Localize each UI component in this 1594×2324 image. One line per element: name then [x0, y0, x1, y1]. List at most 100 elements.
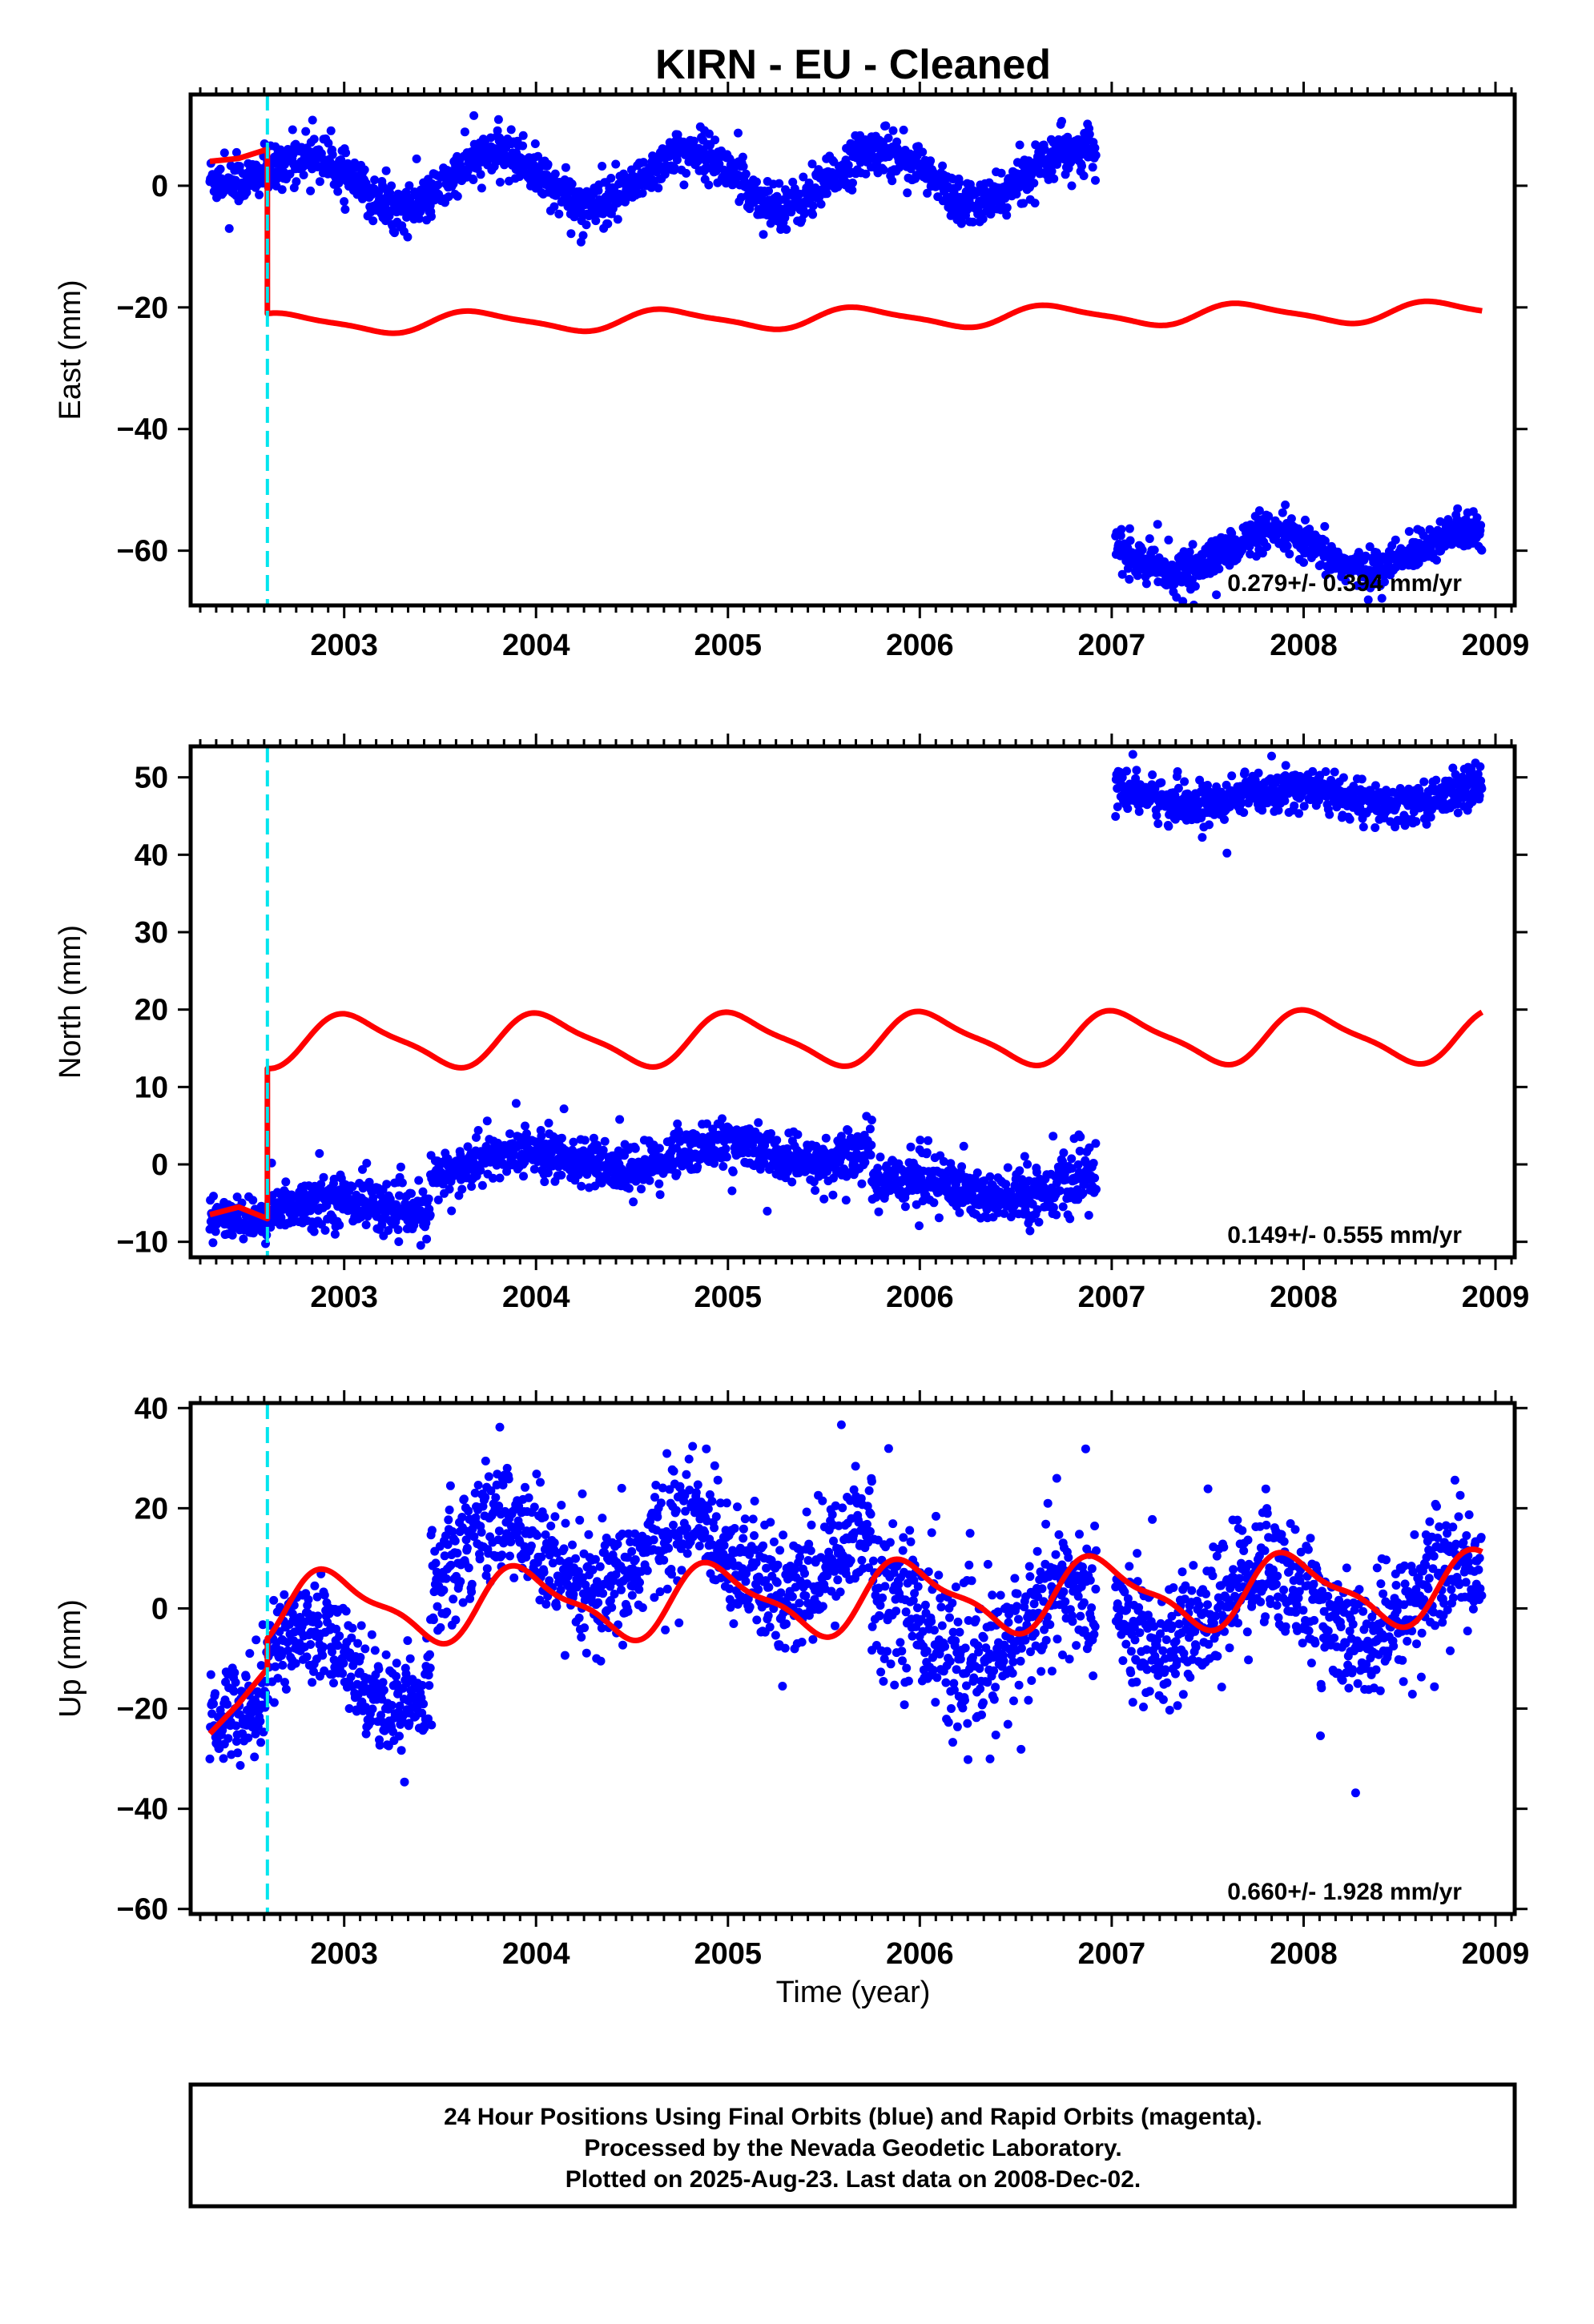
data-point	[1472, 513, 1482, 522]
data-point	[1280, 796, 1290, 806]
data-point	[603, 219, 613, 228]
data-point	[638, 188, 647, 198]
data-point	[787, 1177, 797, 1187]
data-point	[518, 131, 528, 140]
data-point	[843, 160, 853, 170]
data-point	[1164, 822, 1173, 831]
data-point	[1002, 203, 1012, 212]
data-point	[1052, 1210, 1061, 1220]
data-point	[865, 1124, 875, 1134]
data-point	[335, 1220, 344, 1230]
data-point	[867, 1140, 876, 1150]
data-point	[477, 1180, 487, 1190]
data-point	[1075, 1146, 1085, 1156]
data-point	[1034, 1217, 1044, 1227]
data-point	[600, 1136, 610, 1146]
data-point	[799, 172, 808, 182]
data-point	[1145, 534, 1154, 544]
data-point	[1453, 808, 1463, 818]
data-point	[888, 126, 898, 135]
data-point	[1294, 809, 1304, 818]
data-point	[1321, 570, 1330, 580]
data-point	[704, 180, 714, 190]
data-point	[1153, 819, 1163, 828]
data-point	[522, 1129, 531, 1139]
data-point	[738, 152, 747, 162]
data-point	[1090, 143, 1100, 153]
data-point	[959, 1141, 968, 1151]
data-point	[1443, 515, 1453, 525]
data-point	[1330, 767, 1339, 777]
data-point	[1254, 768, 1263, 778]
data-point	[239, 1234, 248, 1244]
data-point	[557, 1133, 566, 1143]
data-point	[322, 1200, 332, 1210]
data-point	[1001, 1180, 1011, 1189]
data-point	[505, 1129, 514, 1139]
model-curve	[209, 146, 1483, 336]
data-point	[1321, 767, 1330, 776]
data-point	[679, 180, 689, 190]
data-point	[654, 1144, 664, 1153]
data-point	[1057, 117, 1066, 126]
data-point	[957, 218, 967, 227]
data-point	[330, 1229, 340, 1239]
data-point	[519, 1172, 528, 1181]
data-point	[881, 121, 891, 131]
data-point	[1286, 514, 1296, 524]
data-point	[1019, 199, 1028, 208]
data-point	[211, 1227, 220, 1236]
data-point	[567, 179, 577, 189]
data-point	[589, 1133, 598, 1143]
data-point	[728, 1167, 738, 1176]
x-tick-label: 2005	[694, 629, 763, 662]
data-point	[926, 156, 936, 166]
data-point	[819, 1194, 829, 1204]
data-point	[1067, 181, 1077, 191]
data-point	[1116, 531, 1125, 541]
data-point	[855, 158, 865, 167]
data-point	[340, 205, 350, 214]
data-point	[946, 211, 956, 220]
data-point	[638, 158, 648, 167]
data-point	[955, 178, 964, 187]
data-point	[888, 176, 897, 186]
data-point	[569, 1137, 578, 1147]
data-point	[1111, 812, 1121, 821]
data-point	[288, 125, 297, 135]
data-point	[861, 169, 871, 179]
data-point	[566, 229, 576, 239]
data-point	[828, 1190, 838, 1200]
data-point	[427, 211, 436, 221]
data-point	[1032, 1204, 1042, 1214]
data-point	[403, 232, 413, 242]
data-point	[1477, 545, 1487, 555]
data-point	[1320, 536, 1330, 545]
data-point	[763, 1206, 772, 1216]
plot-frame	[188, 744, 1517, 1260]
data-point	[808, 201, 818, 211]
data-point	[1371, 823, 1380, 832]
data-point	[543, 159, 553, 169]
data-point	[1015, 1166, 1024, 1176]
data-point	[1227, 771, 1237, 781]
model-curve	[209, 1007, 1484, 1222]
data-point	[1084, 1211, 1093, 1220]
data-point	[900, 1202, 910, 1212]
data-point	[544, 1118, 553, 1128]
data-point	[957, 1162, 967, 1172]
data-point	[1077, 161, 1086, 171]
plot-frame	[188, 92, 1517, 608]
data-point	[841, 1196, 851, 1205]
data-point	[1091, 151, 1101, 160]
data-point	[1173, 783, 1183, 793]
data-point	[467, 1182, 477, 1191]
data-point	[493, 126, 502, 135]
data-point	[1049, 174, 1059, 183]
data-point	[422, 1234, 432, 1244]
data-point	[421, 1218, 431, 1228]
data-point	[591, 216, 601, 226]
data-point	[808, 210, 818, 219]
data-point	[364, 1177, 374, 1187]
